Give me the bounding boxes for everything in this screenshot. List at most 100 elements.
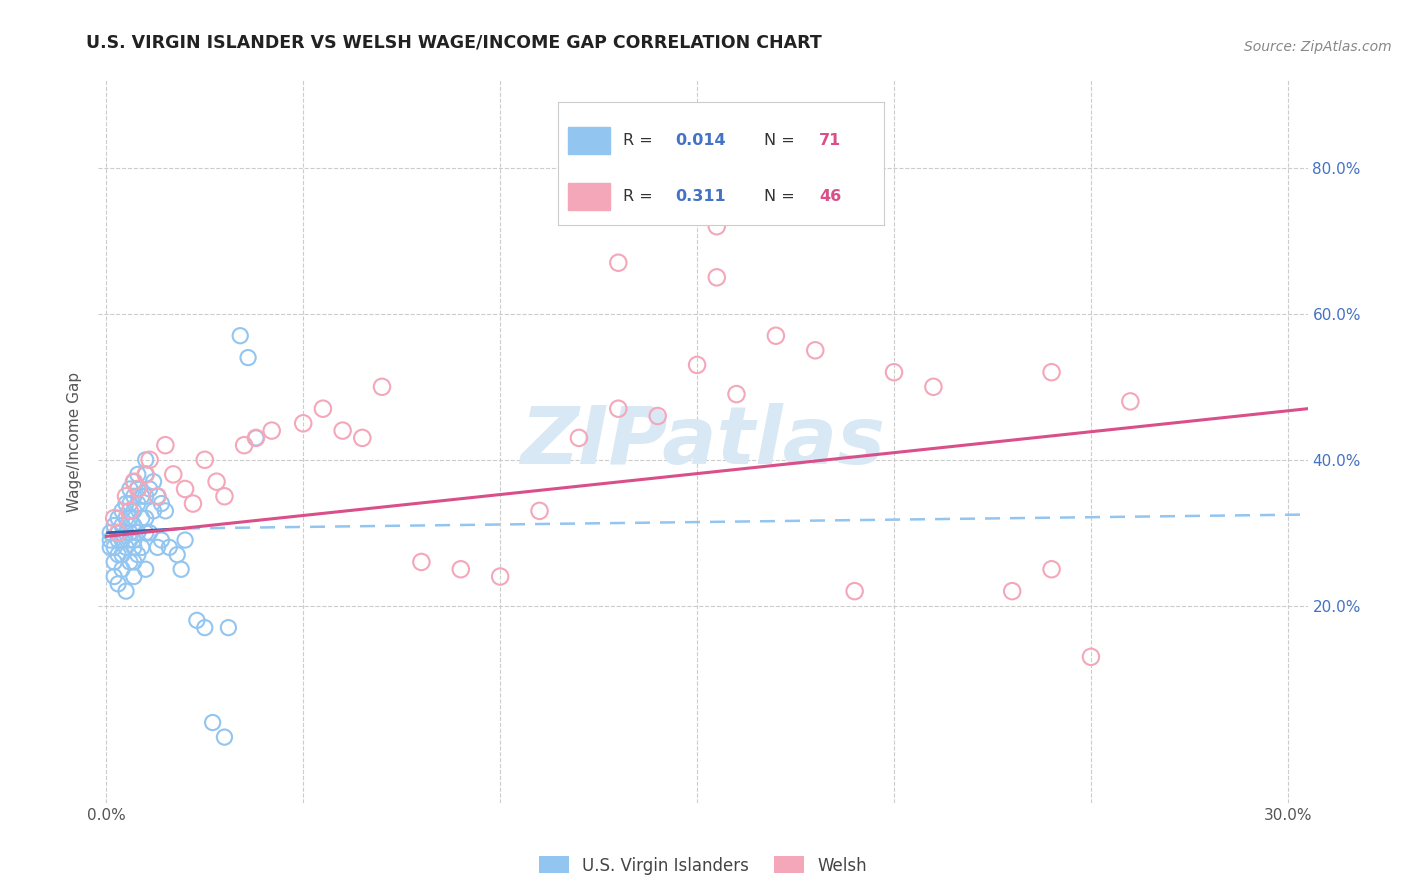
Point bbox=[127, 482, 149, 496]
Point bbox=[115, 511, 138, 525]
Point bbox=[1040, 365, 1063, 379]
Point bbox=[122, 504, 145, 518]
Legend: U.S. Virgin Islanders, Welsh: U.S. Virgin Islanders, Welsh bbox=[533, 850, 873, 881]
Point bbox=[229, 328, 252, 343]
Point bbox=[107, 525, 129, 540]
Point bbox=[118, 525, 141, 540]
Point bbox=[115, 584, 138, 599]
Point bbox=[157, 541, 180, 555]
Point bbox=[686, 358, 709, 372]
Point bbox=[607, 401, 630, 416]
Point bbox=[150, 497, 173, 511]
Point bbox=[115, 489, 138, 503]
Point bbox=[118, 497, 141, 511]
Point bbox=[131, 511, 153, 525]
Point bbox=[111, 518, 134, 533]
Point bbox=[122, 569, 145, 583]
Point bbox=[142, 504, 165, 518]
Point bbox=[217, 621, 239, 635]
Point bbox=[127, 467, 149, 482]
Point bbox=[135, 467, 157, 482]
Point bbox=[118, 482, 141, 496]
Point bbox=[146, 489, 169, 503]
Point bbox=[135, 562, 157, 576]
Point bbox=[103, 569, 125, 583]
Point bbox=[922, 380, 945, 394]
Point bbox=[706, 219, 728, 234]
Point bbox=[214, 730, 236, 744]
Point bbox=[118, 555, 141, 569]
Point bbox=[201, 715, 224, 730]
Point bbox=[107, 577, 129, 591]
Point bbox=[170, 562, 193, 576]
Point bbox=[312, 401, 335, 416]
Point bbox=[111, 548, 134, 562]
Point bbox=[131, 541, 153, 555]
Point bbox=[98, 533, 121, 547]
Point bbox=[245, 431, 267, 445]
Point bbox=[127, 482, 149, 496]
Point bbox=[131, 489, 153, 503]
Point bbox=[214, 489, 236, 503]
Point bbox=[115, 541, 138, 555]
Point bbox=[107, 525, 129, 540]
Point bbox=[205, 475, 228, 489]
Point bbox=[245, 431, 267, 445]
Point bbox=[568, 431, 591, 445]
Point bbox=[233, 438, 256, 452]
Point bbox=[706, 270, 728, 285]
Text: Source: ZipAtlas.com: Source: ZipAtlas.com bbox=[1244, 40, 1392, 54]
Point bbox=[194, 452, 217, 467]
Point bbox=[332, 424, 354, 438]
Point bbox=[127, 548, 149, 562]
Point bbox=[135, 511, 157, 525]
Point bbox=[127, 525, 149, 540]
Point bbox=[489, 569, 512, 583]
Point bbox=[107, 548, 129, 562]
Point bbox=[122, 489, 145, 503]
Point bbox=[352, 431, 374, 445]
Point bbox=[883, 365, 905, 379]
Point bbox=[166, 548, 188, 562]
Point bbox=[162, 467, 184, 482]
Point bbox=[135, 525, 157, 540]
Point bbox=[135, 452, 157, 467]
Point bbox=[103, 511, 125, 525]
Point bbox=[127, 497, 149, 511]
Point bbox=[174, 533, 197, 547]
Point bbox=[804, 343, 827, 358]
Point bbox=[450, 562, 472, 576]
Point bbox=[194, 621, 217, 635]
Point bbox=[155, 438, 177, 452]
Text: U.S. VIRGIN ISLANDER VS WELSH WAGE/INCOME GAP CORRELATION CHART: U.S. VIRGIN ISLANDER VS WELSH WAGE/INCOM… bbox=[86, 33, 823, 52]
Point bbox=[607, 256, 630, 270]
Point bbox=[122, 518, 145, 533]
Point bbox=[98, 541, 121, 555]
Point bbox=[118, 511, 141, 525]
Point bbox=[138, 482, 160, 496]
Point bbox=[260, 424, 283, 438]
Y-axis label: Wage/Income Gap: Wage/Income Gap bbox=[67, 371, 83, 512]
Point bbox=[111, 504, 134, 518]
Point bbox=[111, 533, 134, 547]
Point bbox=[122, 475, 145, 489]
Point bbox=[118, 504, 141, 518]
Point bbox=[1040, 562, 1063, 576]
Point bbox=[115, 525, 138, 540]
Text: ZIPatlas: ZIPatlas bbox=[520, 402, 886, 481]
Point bbox=[142, 475, 165, 489]
Point bbox=[529, 504, 551, 518]
Point bbox=[103, 555, 125, 569]
Point bbox=[181, 497, 204, 511]
Point bbox=[103, 518, 125, 533]
Point bbox=[135, 489, 157, 503]
Point bbox=[111, 562, 134, 576]
Point bbox=[647, 409, 669, 423]
Point bbox=[844, 584, 866, 599]
Point bbox=[725, 387, 748, 401]
Point bbox=[155, 504, 177, 518]
Point bbox=[1080, 649, 1102, 664]
Point bbox=[174, 482, 197, 496]
Point bbox=[186, 613, 208, 627]
Point bbox=[1119, 394, 1142, 409]
